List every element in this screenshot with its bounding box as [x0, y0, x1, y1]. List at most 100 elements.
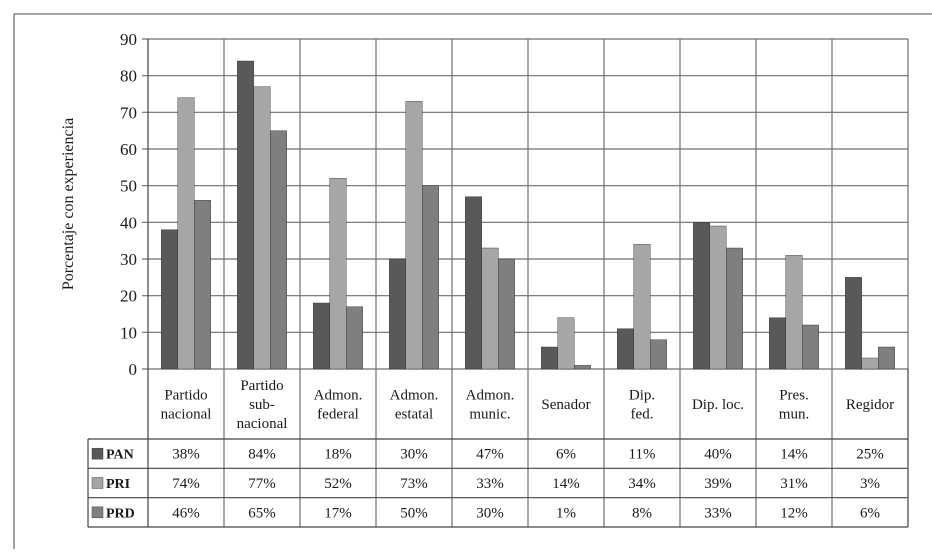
category-label-line: Regidor	[846, 397, 894, 413]
table-cell: 30%	[476, 505, 504, 521]
bar-prd	[574, 365, 591, 370]
category-label-line: mun.	[779, 407, 809, 423]
category-label-line: Admon.	[314, 388, 363, 404]
category-label: Regidor	[846, 397, 894, 413]
bar-pri	[557, 317, 575, 370]
legend-label-pri: PRI	[106, 477, 130, 492]
bar-pri	[405, 101, 423, 370]
category-label: Senador	[541, 397, 590, 413]
table-cell: 1%	[556, 505, 576, 521]
category-label-line: Dip.	[629, 388, 655, 404]
category-label-line: sub-	[249, 397, 275, 413]
category-label-line: Partido	[240, 378, 283, 394]
bar-pan	[541, 346, 558, 370]
bar-prd	[650, 339, 667, 370]
bar-pan	[237, 60, 254, 370]
table-cell: 34%	[628, 476, 656, 492]
table-cell: 73%	[400, 476, 428, 492]
table-cell: 46%	[172, 505, 200, 521]
bar-pri	[785, 255, 803, 370]
category-label-line: federal	[317, 407, 359, 423]
category-label-line: munic.	[469, 407, 510, 423]
category-label-line: estatal	[395, 407, 433, 423]
bar-pri	[709, 225, 727, 370]
table-cell: 40%	[704, 447, 732, 463]
bar-pri	[861, 357, 879, 370]
y-tick-label: 10	[120, 323, 137, 342]
table-cell: 33%	[704, 505, 732, 521]
y-tick-label: 20	[120, 287, 137, 306]
table-cell: 31%	[780, 476, 808, 492]
bar-prd	[802, 324, 819, 370]
table-cell: 14%	[552, 476, 580, 492]
y-tick-label: 50	[120, 177, 137, 196]
bar-prd	[346, 306, 363, 370]
table-cell: 8%	[632, 505, 652, 521]
category-label: Admon. munic.	[466, 388, 515, 423]
table-cell: 50%	[400, 505, 428, 521]
table-cell: 6%	[860, 505, 880, 521]
table-cell: 25%	[856, 447, 884, 463]
table-cell: 11%	[629, 447, 656, 463]
bar-pri	[177, 97, 195, 370]
table-cell: 6%	[556, 447, 576, 463]
category-label: Admon. estatal	[390, 388, 439, 423]
table-cell: 12%	[780, 505, 808, 521]
bar-pan	[617, 328, 634, 370]
y-tick-label: 40	[120, 213, 137, 232]
legend-key-prd	[91, 506, 104, 519]
bar-pri	[481, 247, 499, 370]
y-tick-label: 30	[120, 250, 137, 269]
table-cell: 14%	[780, 447, 808, 463]
table-cell: 84%	[248, 447, 276, 463]
bar-prd	[270, 130, 287, 370]
category-label: Dip. loc.	[692, 397, 744, 413]
category-label-line: Pres.	[779, 388, 809, 404]
bar-pan	[389, 258, 406, 370]
table-cell: 30%	[400, 447, 428, 463]
y-tick-label: 70	[120, 103, 137, 122]
category-label: Admon. federal	[314, 388, 363, 423]
category-label-line: Partido	[164, 388, 207, 404]
bar-pan	[313, 302, 330, 370]
table-cell: 74%	[172, 476, 200, 492]
legend-key-pan	[91, 447, 104, 460]
table-cell: 17%	[324, 505, 352, 521]
legend-label-prd: PRD	[106, 506, 135, 521]
bar-prd	[422, 185, 439, 370]
y-tick-label: 80	[120, 67, 137, 86]
legend-key-pri	[91, 477, 104, 489]
y-tick-label: 0	[129, 360, 138, 379]
table-cell: 3%	[860, 476, 880, 492]
category-label-line: Senador	[541, 397, 590, 413]
category-label-line: Admon.	[390, 388, 439, 404]
y-axis-title: Porcentaje con experiencia	[60, 118, 77, 290]
bar-pan	[465, 196, 482, 370]
table-cell: 77%	[248, 476, 276, 492]
bar-pri	[633, 244, 651, 370]
bar-pri	[253, 86, 271, 370]
category-label: Partido nacional	[161, 388, 212, 423]
category-label: Partido sub-nacional	[237, 378, 288, 432]
bar-pan	[769, 317, 786, 370]
bar-pan	[161, 229, 178, 370]
category-label: Pres. mun.	[779, 388, 809, 423]
bar-prd	[194, 200, 211, 370]
table-cell: 18%	[324, 447, 352, 463]
legend-label-pan: PAN	[106, 448, 134, 463]
category-label-line: nacional	[237, 416, 288, 432]
table-cell: 33%	[476, 476, 504, 492]
bar-prd	[878, 346, 895, 370]
y-tick-label: 60	[120, 140, 137, 159]
bar-pri	[329, 178, 347, 370]
bar-prd	[726, 247, 743, 370]
table-cell: 39%	[704, 476, 732, 492]
category-label-line: Dip. loc.	[692, 397, 744, 413]
table-cell: 52%	[324, 476, 352, 492]
table-cell: 65%	[248, 505, 276, 521]
category-label-line: nacional	[161, 407, 212, 423]
bar-pan	[693, 222, 710, 370]
bar-pan	[845, 277, 862, 370]
table-cell: 38%	[172, 447, 200, 463]
